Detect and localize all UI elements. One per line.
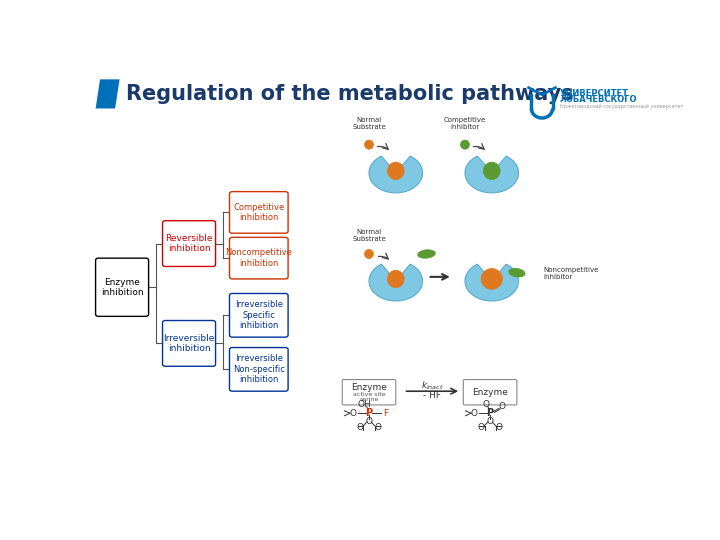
Text: Enzyme
inhibition: Enzyme inhibition [101,278,143,297]
Wedge shape [465,156,518,193]
Ellipse shape [461,140,469,149]
FancyBboxPatch shape [230,348,288,391]
Ellipse shape [481,268,503,289]
Text: Reversible
inhibition: Reversible inhibition [166,234,213,253]
Text: Irreversible
Non-specific
inhibition: Irreversible Non-specific inhibition [233,354,284,384]
Text: P: P [366,408,372,418]
Text: Competitive
inhibition: Competitive inhibition [233,202,284,222]
Text: Irreversible
Specific
inhibition: Irreversible Specific inhibition [235,300,283,330]
Wedge shape [369,264,423,301]
Text: Regulation of the metabolic pathways: Regulation of the metabolic pathways [126,84,574,104]
Text: Enzyme: Enzyme [472,388,508,397]
Ellipse shape [508,268,525,277]
Text: Нижегородский государственный университет: Нижегородский государственный университе… [560,104,683,109]
Text: O: O [477,423,485,432]
FancyBboxPatch shape [163,321,215,366]
FancyBboxPatch shape [96,258,148,316]
Text: serine: serine [359,397,379,402]
Text: active site: active site [353,392,385,397]
Text: Competitive
inhibitor: Competitive inhibitor [444,117,486,130]
FancyBboxPatch shape [230,192,288,233]
Ellipse shape [387,270,404,288]
Ellipse shape [364,249,374,259]
FancyBboxPatch shape [463,380,517,405]
Text: Normal
Substrate: Normal Substrate [352,229,386,242]
Text: O: O [350,409,357,418]
Text: Irreversible
inhibition: Irreversible inhibition [163,334,215,353]
Wedge shape [369,156,423,193]
Text: O: O [374,423,382,432]
Text: O: O [471,409,478,418]
Ellipse shape [418,249,436,258]
Text: Normal
Substrate: Normal Substrate [352,117,386,130]
Text: ЛОБАЧЕВСКОГО: ЛОБАЧЕВСКОГО [560,95,637,104]
Text: O: O [482,401,489,409]
Text: F: F [383,409,388,418]
Ellipse shape [364,140,374,149]
Text: O: O [495,423,503,432]
Text: УНИВЕРСИТЕТ: УНИВЕРСИТЕТ [560,89,629,98]
FancyBboxPatch shape [342,380,396,405]
Text: - HF: - HF [423,391,441,400]
Text: O: O [356,423,364,432]
Wedge shape [465,264,518,301]
Text: O: O [487,417,494,426]
Text: Noncompetitive
inhibition: Noncompetitive inhibition [225,248,292,268]
FancyBboxPatch shape [230,238,288,279]
FancyBboxPatch shape [230,294,288,337]
Text: Noncompetitive
inhibitor: Noncompetitive inhibitor [543,267,598,280]
Ellipse shape [483,162,500,180]
Text: $k_{inact}$: $k_{inact}$ [420,380,444,392]
Text: Enzyme: Enzyme [351,383,387,393]
Polygon shape [96,79,120,109]
Ellipse shape [387,162,404,180]
Text: O: O [499,402,506,411]
Text: OH: OH [358,401,372,409]
FancyBboxPatch shape [163,221,215,266]
Text: P: P [487,408,494,418]
Text: O: O [366,417,372,426]
